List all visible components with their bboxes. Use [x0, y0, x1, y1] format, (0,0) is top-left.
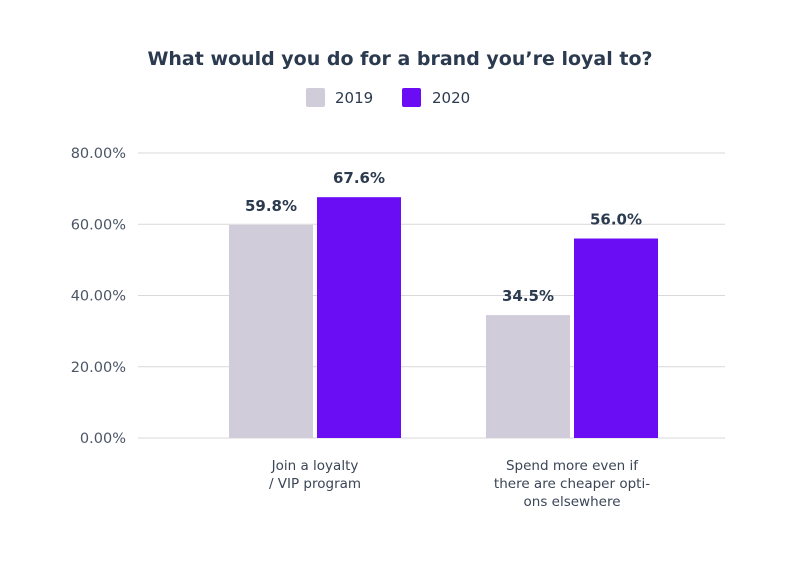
y-tick-label: 80.00%: [71, 146, 126, 162]
y-tick-label: 20.00%: [71, 360, 126, 376]
bar-2020: [317, 197, 401, 438]
bar-2019: [486, 315, 570, 438]
bars: 59.8% 67.6% 34.5% 56.0%: [229, 169, 658, 438]
legend-label: 2020: [432, 89, 470, 107]
legend-label: 2019: [335, 89, 373, 107]
data-label: 59.8%: [245, 197, 297, 215]
chart-title: What would you do for a brand you’re loy…: [147, 48, 652, 70]
y-tick-label: 0.00%: [80, 431, 126, 447]
y-tick-label: 40.00%: [71, 289, 126, 305]
data-label: 34.5%: [502, 287, 554, 305]
data-label: 67.6%: [333, 169, 385, 187]
x-category-label: Spend more even if there are cheaper opti…: [494, 458, 650, 510]
y-tick-label: 60.00%: [71, 217, 126, 233]
legend: 2019 2020: [306, 88, 470, 107]
data-label: 56.0%: [590, 211, 642, 229]
bar-2020: [574, 238, 658, 438]
legend-swatch-2020: [402, 88, 421, 107]
x-category-label: Join a loyalty / VIP program: [269, 458, 361, 492]
y-axis: 0.00% 20.00% 40.00% 60.00% 80.00%: [71, 146, 126, 447]
bar-2019: [229, 224, 313, 438]
x-axis: Join a loyalty / VIP program Spend more ev…: [269, 458, 650, 510]
legend-swatch-2019: [306, 88, 325, 107]
